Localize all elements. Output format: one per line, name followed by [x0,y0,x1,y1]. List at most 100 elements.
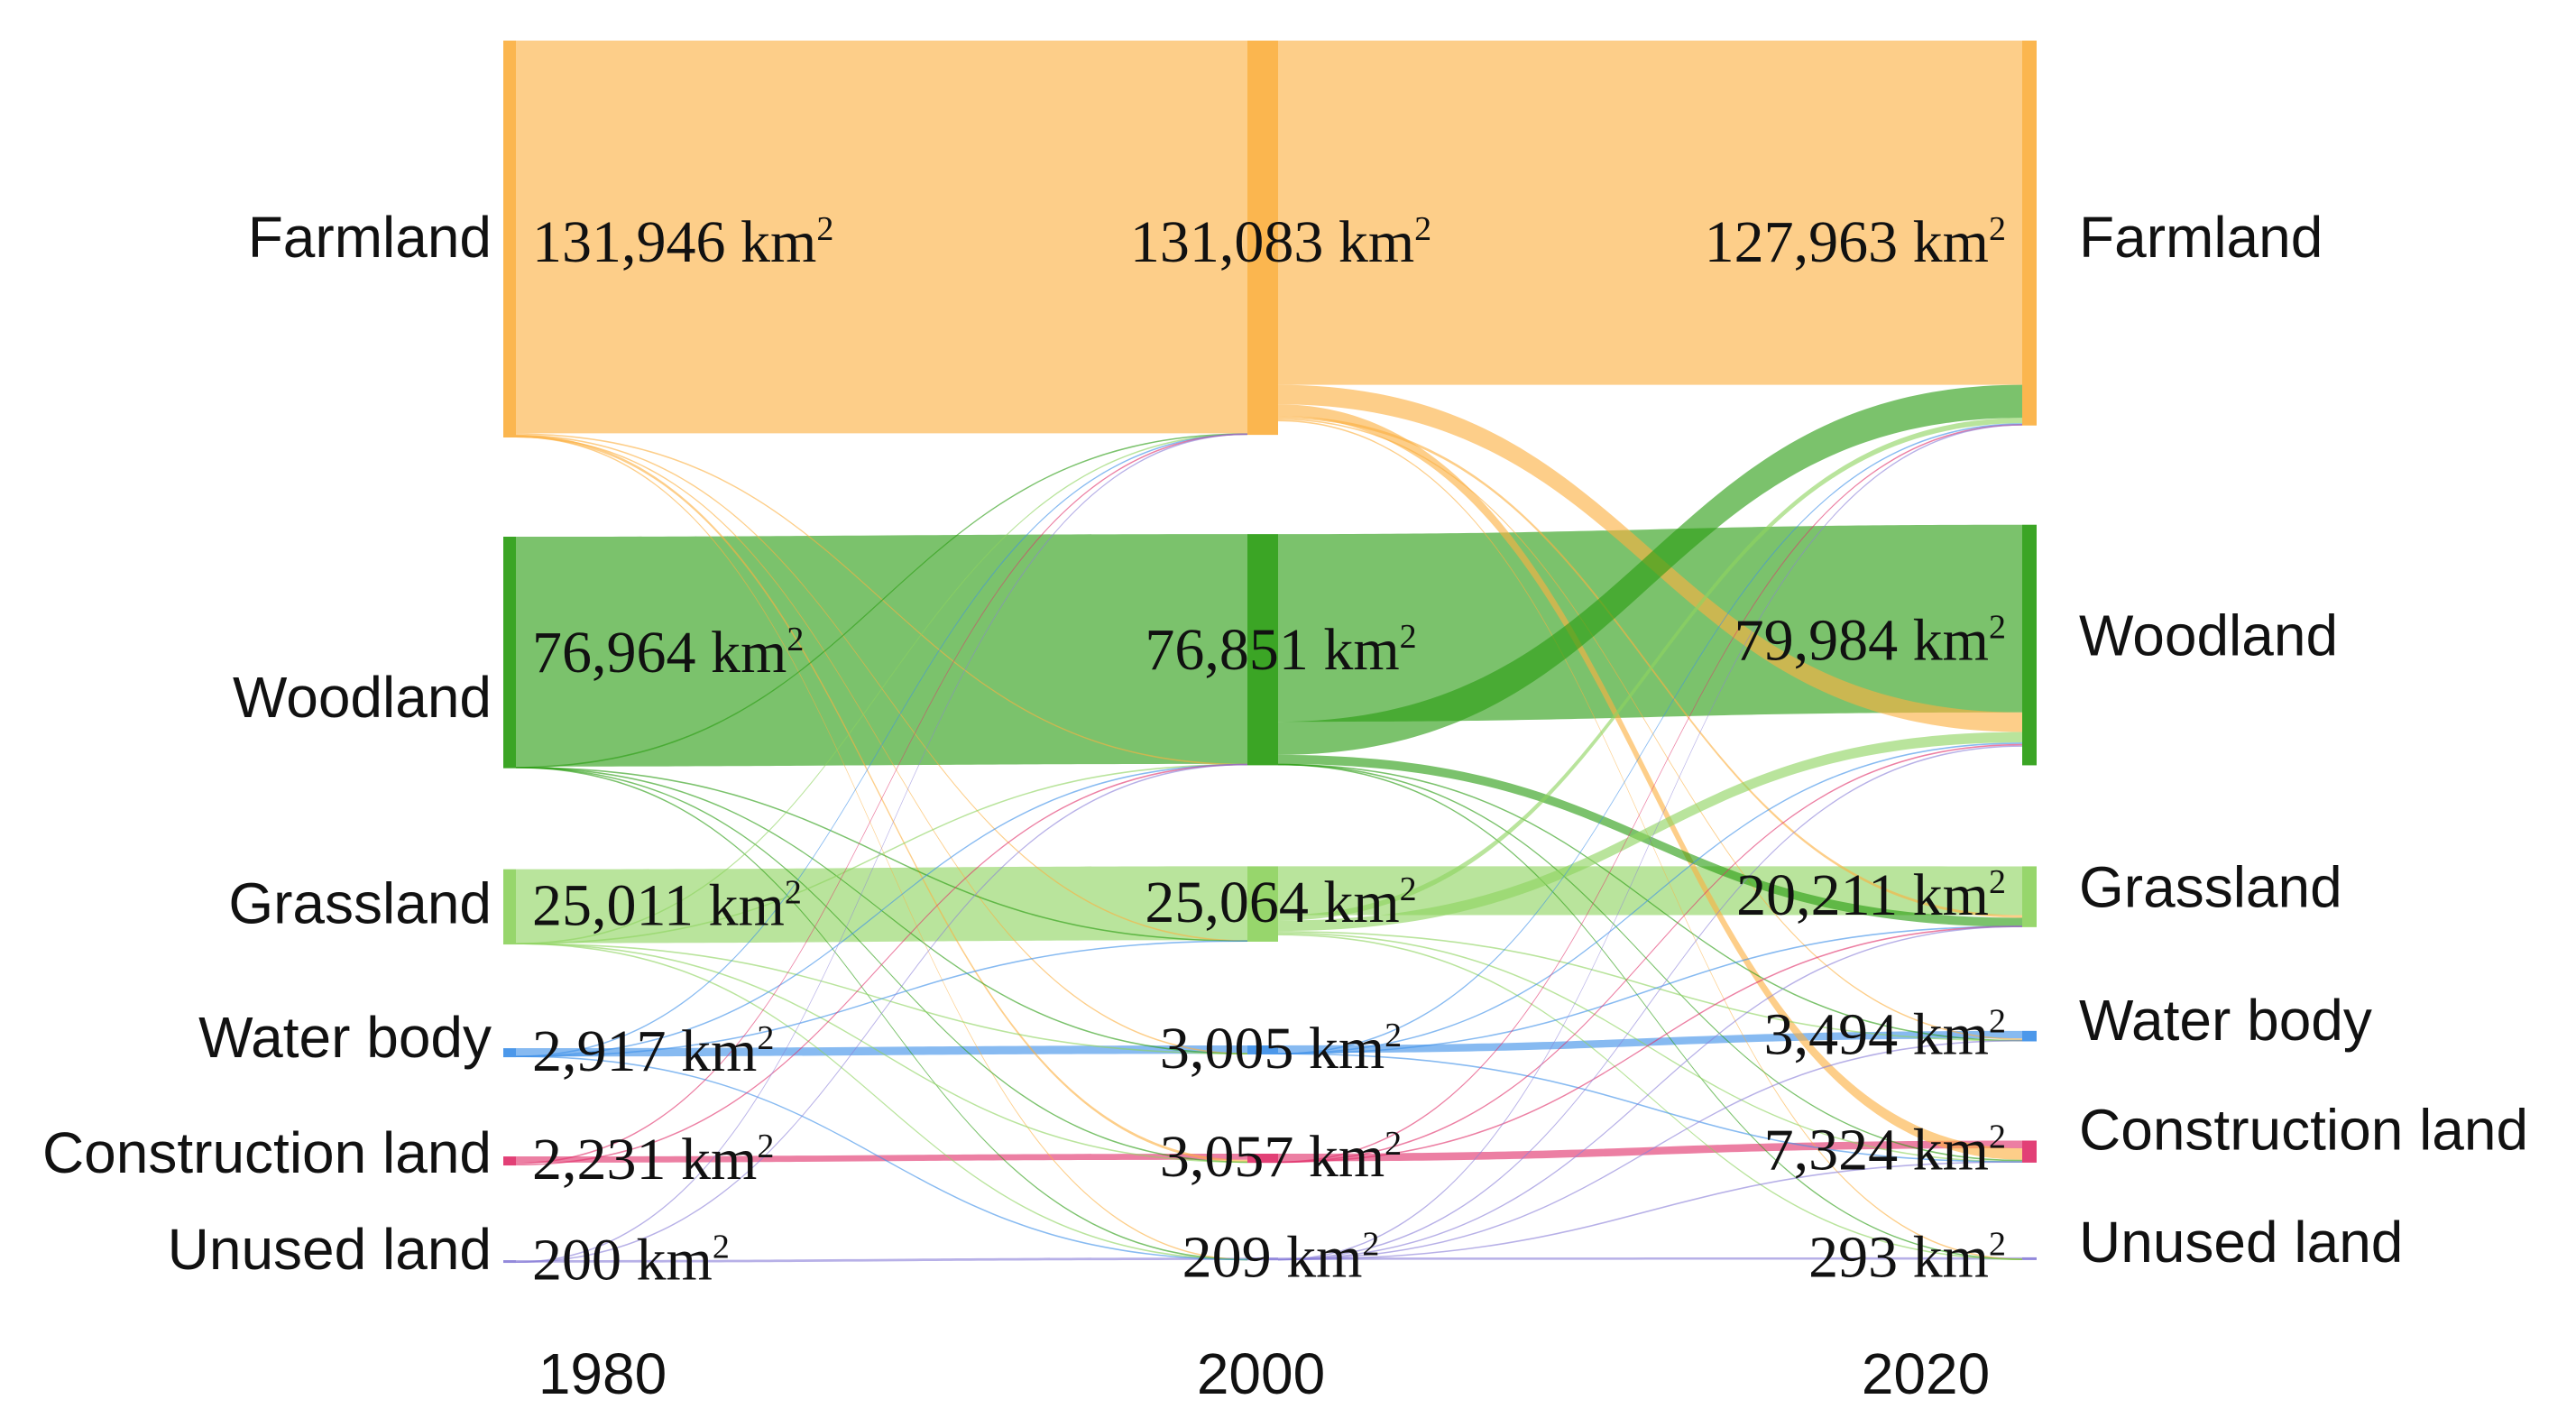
year-label-1980: 1980 [538,1341,667,1406]
flow-links [516,41,2022,1264]
value-label-1980-construction-land: 2,231 km2 [532,1127,774,1192]
node-1980-woodland [503,537,516,769]
right-label-water-body: Water body [2079,988,2372,1053]
flow-1980-2000-water-body-to-farmland [516,433,1247,1058]
value-label-1980-farmland: 131,946 km2 [532,209,833,275]
flow-2000-2020-water-body-stable [1278,1030,2022,1054]
value-label-2000-woodland: 76,851 km2 [1145,617,1416,683]
flow-1980-2000-farmland-to-grassland [516,434,1247,942]
node-2020-woodland [2022,524,2037,766]
flow-1980-2000-water-body-to-grassland [516,940,1247,1058]
value-label-2020-construction-land: 7,324 km2 [1764,1118,2006,1183]
node-2000-woodland [1247,534,1278,766]
flow-2000-2020-woodland-to-grassland [1278,754,2022,927]
flow-2000-2020-unused-land-to-construction-land [1278,1161,2022,1261]
node-1980-construction-land [503,1156,516,1166]
value-label-2000-construction-land: 3,057 km2 [1160,1124,1402,1190]
flow-2000-2020-farmland-to-construction-land [1278,404,2022,1160]
right-label-grassland: Grassland [2079,854,2342,919]
right-label-unused-land: Unused land [2079,1210,2403,1275]
land-nodes [503,41,2037,1264]
flow-2000-2020-farmland-stable [1278,41,2022,385]
flow-1980-2000-woodland-stable [516,534,1247,767]
flow-1980-2000-grassland-to-woodland [516,763,1247,945]
flow-2000-2020-woodland-to-unused-land [1278,763,2022,1260]
flow-1980-2000-grassland-to-construction-land [516,943,1247,1164]
flow-1980-2000-unused-land-stable [516,1257,1247,1263]
node-1980-unused-land [503,1260,516,1264]
node-2020-grassland [2022,866,2037,927]
flow-1980-2000-woodland-to-farmland [516,433,1247,769]
flow-2000-2020-unused-land-to-woodland [1278,745,2022,1261]
value-label-2020-unused-land: 293 km2 [1808,1224,2006,1290]
flow-1980-2000-farmland-stable [516,41,1247,434]
flow-2000-2020-farmland-to-water-body [1278,418,2022,1040]
flow-2000-2020-grassland-to-farmland [1278,418,2022,921]
flow-1980-2000-grassland-stable [516,866,1247,944]
value-label-1980-water-body: 2,917 km2 [532,1018,774,1084]
flow-2000-2020-construction-land-stable [1278,1140,2022,1162]
flow-2000-2020-water-body-to-woodland [1278,742,2022,1054]
flow-1980-2000-water-body-to-unused-land [516,1055,1247,1261]
value-label-1980-unused-land: 200 km2 [532,1228,730,1294]
value-label-1980-grassland: 25,011 km2 [532,872,802,938]
flow-1980-2000-water-body-to-woodland [516,763,1247,1058]
year-label-2000: 2000 [1197,1341,1325,1406]
node-2020-water-body [2022,1030,2037,1042]
value-label-2020-woodland: 79,984 km2 [1734,608,2006,674]
flow-2000-2020-grassland-to-woodland [1278,732,2022,932]
node-2000-farmland [1247,41,1278,436]
flow-2000-2020-woodland-to-water-body [1278,763,2022,1042]
value-label-2020-farmland: 127,963 km2 [1705,209,2006,275]
flow-2000-2020-unused-land-to-water-body [1278,1039,2022,1261]
right-label-farmland: Farmland [2079,205,2323,270]
flow-2000-2020-unused-land-to-grassland [1278,925,2022,1261]
flow-2000-2020-grassland-to-water-body [1278,931,2022,1042]
node-2000-construction-land [1247,1153,1278,1164]
left-label-woodland: Woodland [233,665,492,730]
node-2000-unused-land [1247,1257,1278,1261]
node-1980-farmland [503,41,516,437]
year-label-2020: 2020 [1862,1341,1990,1406]
flow-2000-2020-grassland-to-unused-land [1278,934,2022,1260]
left-label-unused-land: Unused land [168,1217,492,1282]
value-label-1980-woodland: 76,964 km2 [532,620,804,686]
node-2000-grassland [1247,866,1278,942]
flow-1980-2000-farmland-to-woodland [516,433,1247,766]
flow-1980-2000-unused-land-to-woodland [516,763,1247,1264]
flow-1980-2000-unused-land-to-farmland [516,433,1247,1264]
flow-2000-2020-construction-land-to-farmland [1278,424,2022,1164]
left-label-construction-land: Construction land [42,1120,492,1185]
value-label-2000-grassland: 25,064 km2 [1145,870,1416,935]
node-2000-water-body [1247,1045,1278,1054]
value-label-2020-water-body: 3,494 km2 [1764,1002,2006,1068]
flow-2000-2020-construction-land-to-woodland [1278,743,2022,1164]
flow-2000-2020-woodland-to-farmland [1278,384,2022,755]
flow-2000-2020-construction-land-to-grassland [1278,925,2022,1164]
right-label-construction-land: Construction land [2079,1097,2528,1162]
flow-1980-2000-grassland-to-farmland [516,433,1247,945]
flow-2000-2020-woodland-stable [1278,524,2022,723]
flow-2000-2020-woodland-to-construction-land [1278,763,2022,1162]
flow-1980-2000-construction-land-to-woodland [516,763,1247,1166]
flow-2000-2020-unused-land-to-farmland [1278,424,2022,1261]
left-label-water-body: Water body [198,1005,492,1070]
value-label-2000-unused-land: 209 km2 [1182,1225,1380,1291]
node-2020-farmland [2022,41,2037,426]
left-label-grassland: Grassland [228,871,492,936]
node-2020-construction-land [2022,1140,2037,1163]
node-2020-unused-land [2022,1257,2037,1260]
node-1980-water-body [503,1048,516,1058]
flow-1980-2000-water-body-stable [516,1045,1247,1057]
value-label-2000-water-body: 3,005 km2 [1160,1016,1402,1082]
chart-labels: 131,946 km2 76,964 km2 25,011 km2 2,917 km2… [42,205,2528,1406]
flow-2000-2020-water-body-to-construction-land [1278,1053,2022,1163]
left-label-farmland: Farmland [248,205,492,270]
right-label-woodland: Woodland [2079,603,2338,668]
flow-1980-2000-grassland-to-unused-land [516,943,1247,1261]
node-1980-grassland [503,869,516,945]
flow-2000-2020-water-body-to-grassland [1278,925,2022,1054]
flow-2000-2020-water-body-to-farmland [1278,423,2022,1054]
value-label-2000-farmland: 131,083 km2 [1130,209,1431,275]
